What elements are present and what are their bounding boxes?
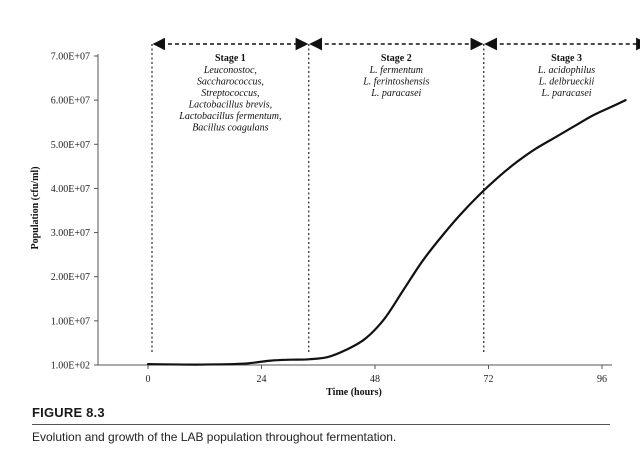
stage-3-organism: L. delbrueckii [538,77,595,88]
stage-2-organism: L. ferintoshensis [362,77,429,88]
stage-2-organism: L. fermentum [369,65,423,76]
stage-1-title: Stage 1 [215,53,246,64]
y-tick-label: 6.00E+07 [51,96,90,107]
y-tick-label: 2.00E+07 [51,272,90,283]
x-tick-label: 24 [257,374,267,385]
population-chart: 1.00E+02 1.00E+07 2.00E+07 3.00E+07 4.00E+07… [30,37,640,398]
population-growth-line [146,99,627,366]
caption-divider [32,424,610,425]
stage-3-title: Stage 3 [551,53,582,64]
figure-label: FIGURE 8.3 [32,405,105,420]
x-tick-label: 72 [484,374,494,385]
stage-1-organism: Lactobacillus brevis, [188,100,273,111]
stage-1-organism: Streptococcus, [201,88,259,99]
y-tick-label: 1.00E+07 [51,316,90,327]
stage-1-organism: Saccharococcus, [197,77,264,88]
stage-1-organism: Lactobacillus fermentum, [178,111,281,122]
stage-1-organism: Bacillus coagulans [192,123,268,134]
y-tick-label: 3.00E+07 [51,228,90,239]
y-tick-label: 7.00E+07 [51,52,90,63]
y-tick-label: 1.00E+02 [51,361,90,372]
y-tick-label: 4.00E+07 [51,184,90,195]
y-tick-label: 5.00E+07 [51,140,90,151]
y-axis-title: Population (cfu/ml) [30,166,41,249]
x-axis-title: Time (hours) [326,387,382,398]
stage-3-organism: L. paracasei [541,88,592,99]
stage-3-organism: L. acidophilus [537,65,595,76]
x-tick-label: 48 [370,374,380,385]
stage-2-organism: L. paracasei [370,88,421,99]
stage-2-title: Stage 2 [381,53,412,64]
x-tick-label: 96 [597,374,607,385]
stage-1-organism: Leuconostoc, [203,65,257,76]
x-tick-label: 0 [146,374,151,385]
figure-caption: Evolution and growth of the LAB populati… [32,430,397,444]
